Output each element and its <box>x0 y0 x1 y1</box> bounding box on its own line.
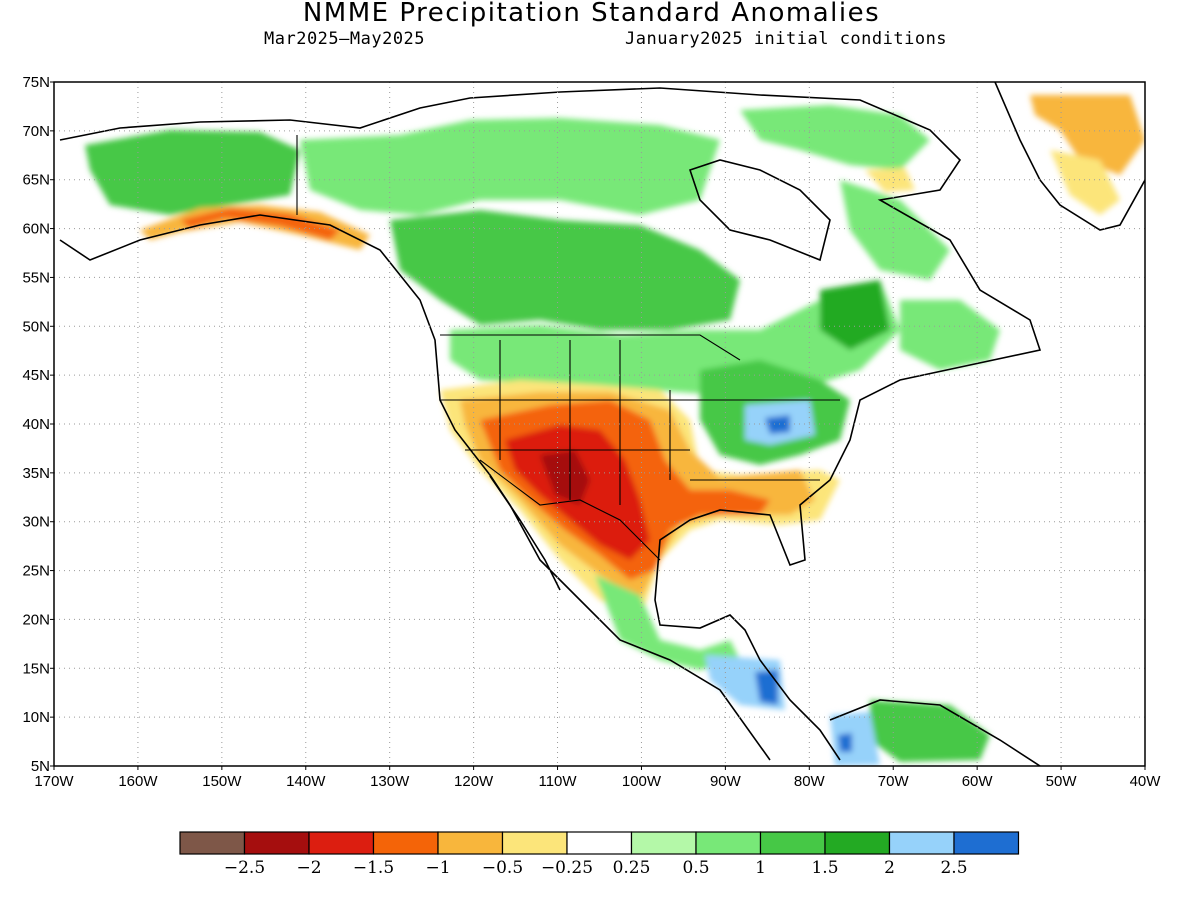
lon-tick-label: 130W <box>370 773 410 790</box>
colorbar-label: −0.25 <box>541 858 593 878</box>
longitude-labels: 170W 160W 150W 140W 130W 120W 110W 100W 90W 80W 70… <box>34 773 1161 790</box>
colorbar-label: −2 <box>296 858 321 878</box>
lat-tick-label: 45N <box>22 367 50 384</box>
colorbar-swatch <box>888 831 955 855</box>
colorbar-swatch <box>179 831 246 855</box>
lon-tick-label: 80W <box>794 773 826 790</box>
lat-tick-label: 50N <box>22 318 50 335</box>
colorbar-swatch <box>566 831 633 855</box>
lon-tick-label: 170W <box>34 773 74 790</box>
lat-tick-label: 40N <box>22 416 50 433</box>
lon-tick-label: 60W <box>962 773 994 790</box>
colorbar-label: 2 <box>884 858 895 878</box>
lon-tick-label: 140W <box>286 773 326 790</box>
lat-tick-label: 60N <box>22 221 50 238</box>
colorbar-swatch <box>630 831 697 855</box>
colorbar-label: 2.5 <box>940 858 967 878</box>
colorbar-swatch <box>437 831 504 855</box>
lat-tick-label: 25N <box>22 563 50 580</box>
colorbar-label: −2.5 <box>224 858 265 878</box>
lon-tick-label: 40W <box>1130 773 1162 790</box>
lon-tick-label: 90W <box>710 773 742 790</box>
colorbar <box>179 831 1020 855</box>
colorbar-swatch <box>243 831 310 855</box>
lon-tick-label: 110W <box>538 773 577 790</box>
colorbar-label: −1.5 <box>353 858 394 878</box>
colorbar-swatch <box>824 831 891 855</box>
anomaly-field <box>59 82 1145 766</box>
colorbar-labels: −2.5 −2 −1.5 −1 −0.5 −0.25 0.25 0.5 1 1.5 2 2.5 <box>224 858 968 878</box>
colorbar-label: −1 <box>425 858 450 878</box>
lat-tick-label: 30N <box>22 514 50 531</box>
colorbar-label: −0.5 <box>482 858 523 878</box>
initial-conditions: January2025 initial conditions <box>625 29 948 49</box>
lat-tick-label: 70N <box>22 123 50 140</box>
lat-tick-label: 20N <box>22 611 50 628</box>
latitude-labels: 75N 70N 65N 60N 55N 50N 45N 40N 35N 30N 25N 20N 15N 1… <box>22 74 50 775</box>
lon-tick-label: 100W <box>622 773 662 790</box>
lat-tick-label: 65N <box>22 172 50 189</box>
colorbar-label: 0.5 <box>682 858 709 878</box>
colorbar-label: 1.5 <box>811 858 838 878</box>
colorbar-swatch <box>308 831 375 855</box>
colorbar-swatch <box>501 831 568 855</box>
map-title: NMME Precipitation Standard Anomalies <box>302 0 881 28</box>
tick-marks <box>50 81 1146 770</box>
lon-tick-label: 70W <box>878 773 910 790</box>
colorbar-swatch <box>953 831 1020 855</box>
lon-tick-label: 160W <box>118 773 158 790</box>
lat-tick-label: 35N <box>22 465 50 482</box>
colorbar-swatch <box>759 831 826 855</box>
lat-tick-label: 75N <box>22 74 50 91</box>
colorbar-swatch <box>372 831 439 855</box>
colorbar-swatch <box>695 831 762 855</box>
lon-tick-label: 120W <box>454 773 494 790</box>
gridlines <box>54 82 1145 766</box>
lat-tick-label: 55N <box>22 269 50 286</box>
lon-tick-label: 150W <box>202 773 242 790</box>
forecast-period: Mar2025—May2025 <box>264 29 426 49</box>
lat-tick-label: 15N <box>22 660 50 677</box>
lat-tick-label: 10N <box>22 709 50 726</box>
lat-tick-label: 5N <box>31 758 50 775</box>
colorbar-label: 0.25 <box>613 858 651 878</box>
lon-tick-label: 50W <box>1046 773 1078 790</box>
colorbar-label: 1 <box>755 858 766 878</box>
